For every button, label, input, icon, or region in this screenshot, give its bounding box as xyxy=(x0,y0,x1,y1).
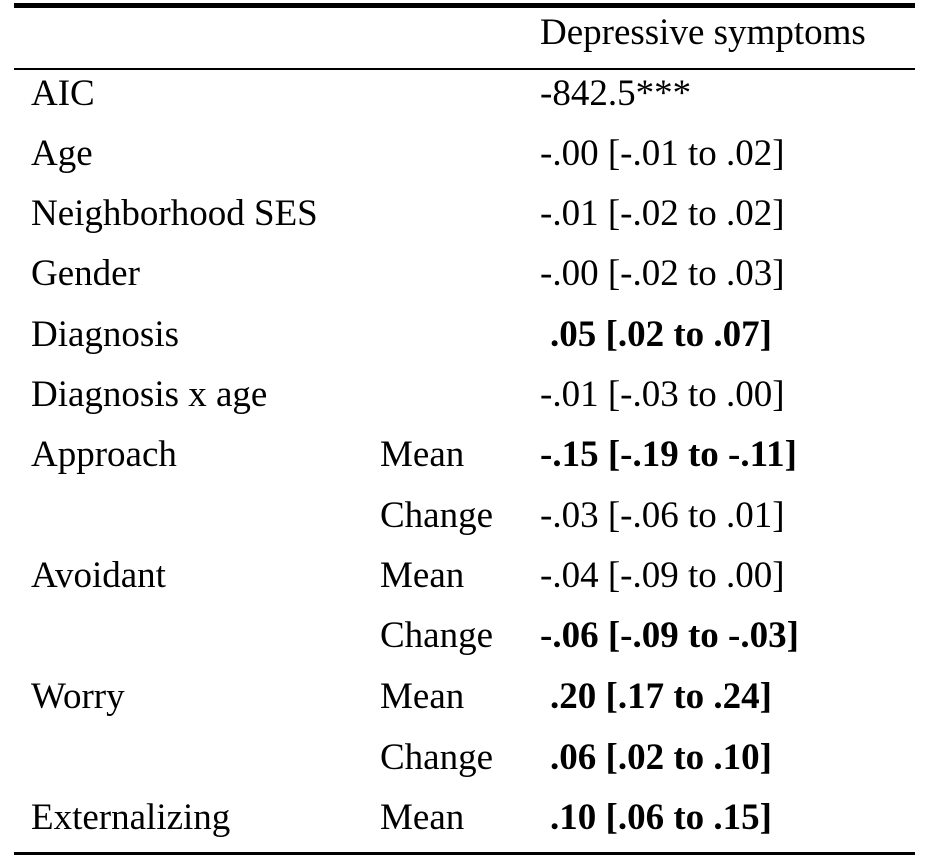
row-label: Diagnosis xyxy=(31,314,179,355)
row-label: Diagnosis x age xyxy=(31,374,268,415)
row-label: Worry xyxy=(31,676,125,717)
header-rule xyxy=(14,68,915,70)
column-header: Depressive symptoms xyxy=(540,12,866,53)
row-value-significant: .05 [.02 to .07] xyxy=(550,314,772,355)
row-value: -842.5*** xyxy=(540,73,692,114)
row-label: Age xyxy=(31,133,93,174)
row-label: Gender xyxy=(31,253,140,294)
top-rule xyxy=(14,3,915,8)
row-sublabel: Mean xyxy=(380,434,465,475)
row-sublabel: Change xyxy=(380,737,494,778)
row-value: -.01 [-.02 to .02] xyxy=(540,193,785,234)
row-label: AIC xyxy=(31,73,95,114)
row-sublabel: Change xyxy=(380,615,494,656)
row-sublabel: Mean xyxy=(380,797,465,838)
row-value-significant: -.15 [-.19 to -.11] xyxy=(540,434,797,475)
row-label: Avoidant xyxy=(31,555,166,596)
row-label: Neighborhood SES xyxy=(31,193,318,234)
row-value-significant: .20 [.17 to .24] xyxy=(550,676,772,717)
row-sublabel: Mean xyxy=(380,676,465,717)
row-value: -.01 [-.03 to .00] xyxy=(540,374,785,415)
row-value-significant: .06 [.02 to .10] xyxy=(550,737,772,778)
row-value: -.00 [-.02 to .03] xyxy=(540,253,785,294)
row-value: -.04 [-.09 to .00] xyxy=(540,555,785,596)
row-label: Approach xyxy=(31,434,177,475)
row-sublabel: Mean xyxy=(380,555,465,596)
row-label: Externalizing xyxy=(31,797,231,838)
row-sublabel: Change xyxy=(380,495,494,536)
row-value: -.00 [-.01 to .02] xyxy=(540,133,785,174)
row-value-significant: .10 [.06 to .15] xyxy=(550,797,772,838)
row-value: -.03 [-.06 to .01] xyxy=(540,495,785,536)
bottom-rule xyxy=(14,852,915,855)
row-value-significant: -.06 [-.09 to -.03] xyxy=(540,615,799,656)
